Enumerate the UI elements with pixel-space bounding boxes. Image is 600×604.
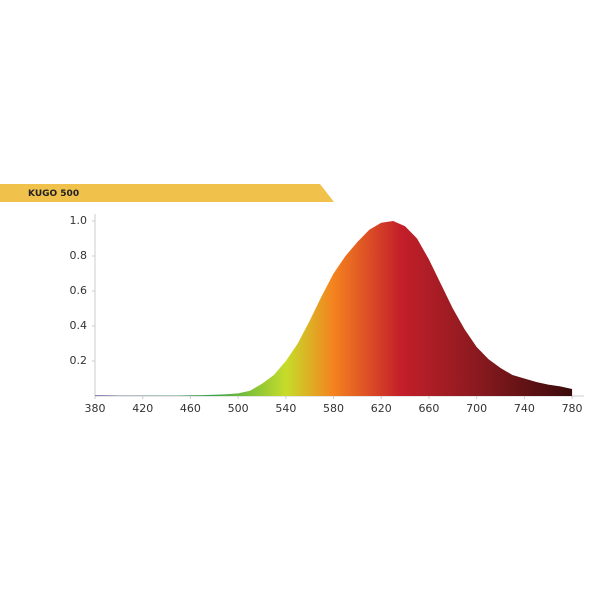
x-tick-label: 740 [514,402,535,415]
title-banner [0,184,334,202]
x-tick-label: 620 [371,402,392,415]
x-tick-label: 460 [180,402,201,415]
x-tick-label: 660 [418,402,439,415]
y-tick-label: 1.0 [70,214,88,227]
spectrum-area [95,221,573,396]
chart-title: KUGO 500 [28,189,79,199]
x-tick-label: 540 [275,402,296,415]
x-tick-label: 380 [85,402,106,415]
x-tick-label: 500 [228,402,249,415]
y-tick-label: 0.2 [70,354,88,367]
y-tick-label: 0.8 [70,249,88,262]
x-tick-label: 700 [466,402,487,415]
y-tick-label: 0.6 [70,284,88,297]
x-tick-label: 780 [562,402,583,415]
x-tick-label: 420 [132,402,153,415]
y-tick-label: 0.4 [70,319,88,332]
x-tick-label: 580 [323,402,344,415]
